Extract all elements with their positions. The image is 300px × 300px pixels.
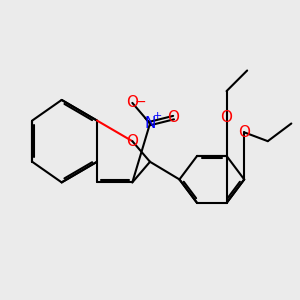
Text: O: O: [126, 95, 138, 110]
Text: O: O: [238, 125, 250, 140]
Text: O: O: [220, 110, 232, 125]
Text: O: O: [126, 134, 138, 149]
Text: −: −: [135, 94, 146, 108]
Text: O: O: [168, 110, 180, 125]
Text: N: N: [144, 116, 156, 131]
Text: +: +: [153, 111, 162, 121]
